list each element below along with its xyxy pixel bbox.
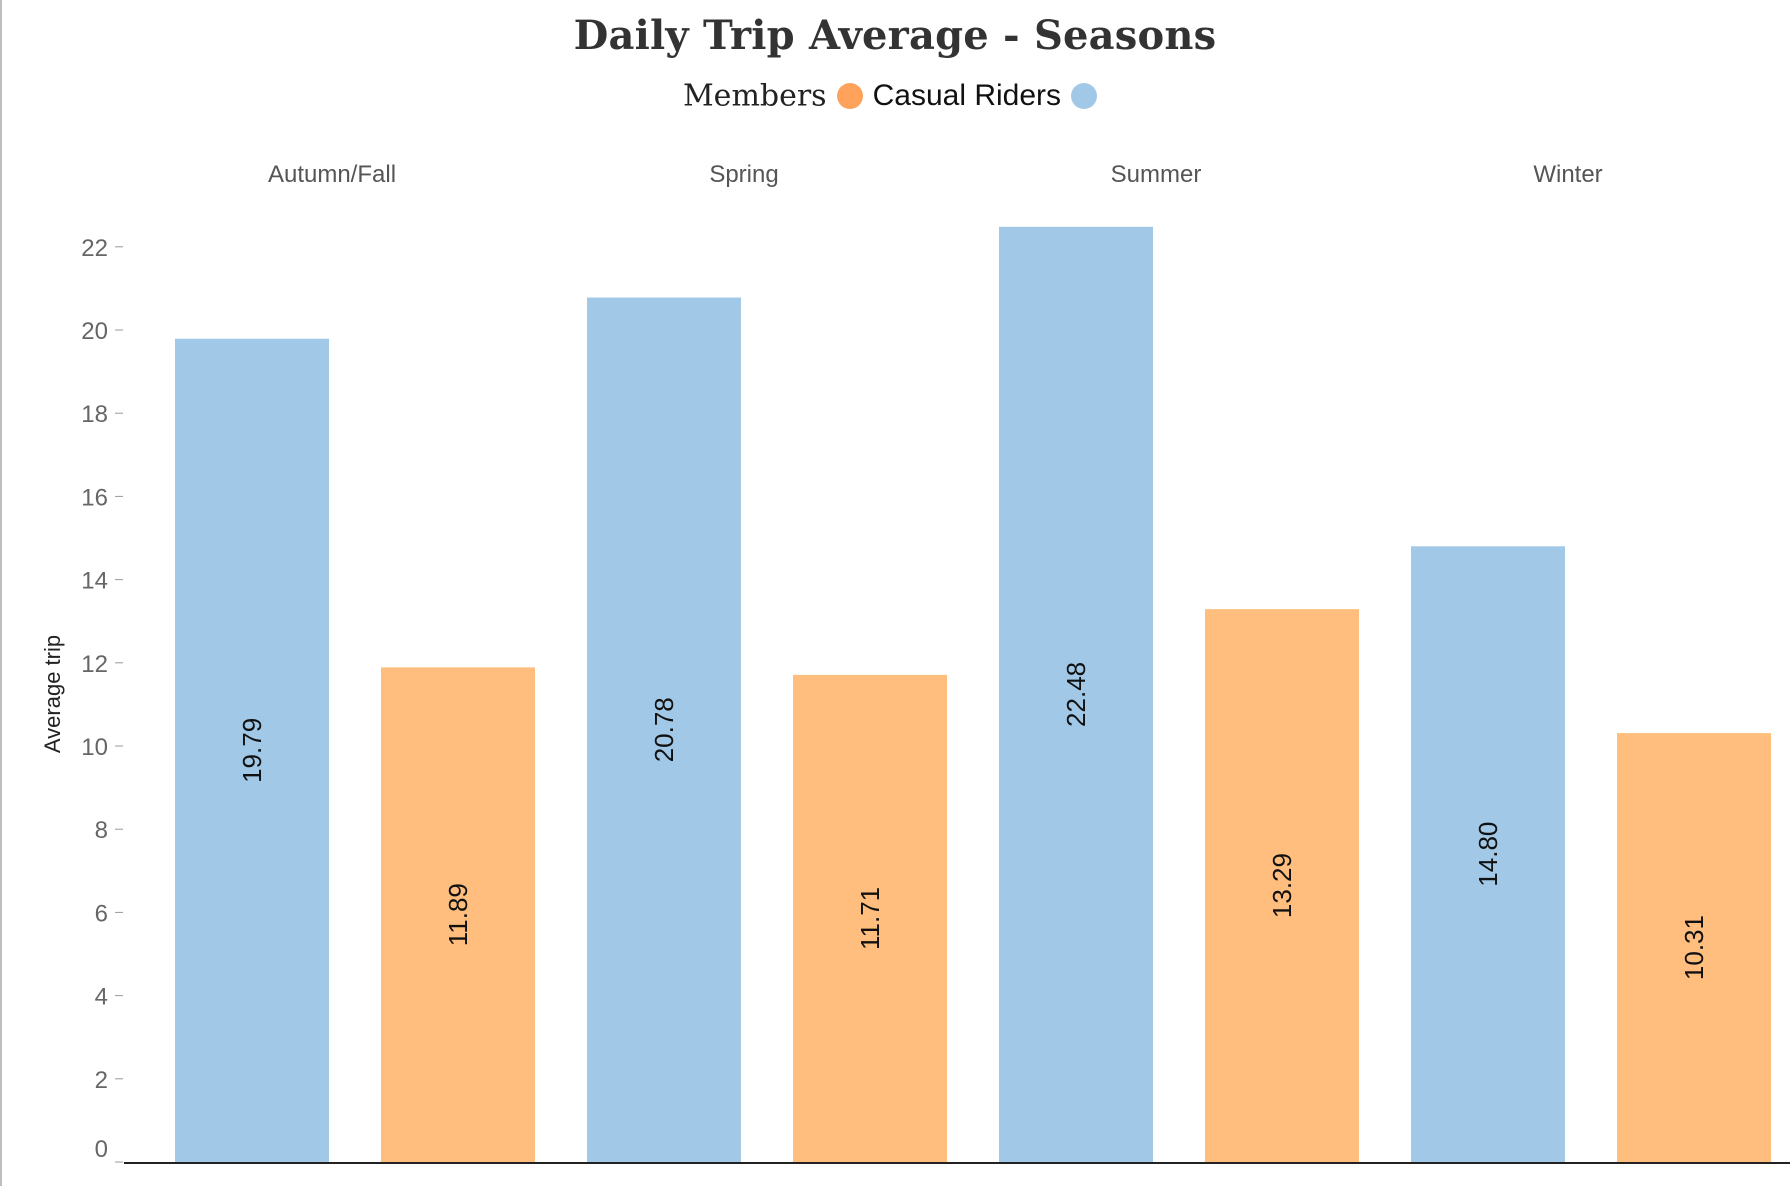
y-tick-label: 16 (81, 484, 108, 511)
season-headers: Autumn/Fall Spring Summer Winter (268, 161, 1603, 188)
legend-item-members: Members (683, 78, 873, 114)
legend: Members Casual Riders (0, 78, 1790, 114)
bars (175, 226, 1771, 1163)
y-tick-label: 0 (95, 1136, 108, 1163)
y-tick-label: 8 (95, 817, 108, 844)
bar-labels: 19.79 11.89 20.78 11.71 22.48 13.29 14.80 10.31 (237, 662, 1709, 980)
y-axis-title: Average trip (40, 635, 65, 753)
legend-swatch-members (836, 83, 863, 110)
bar-value-label: 22.48 (1061, 662, 1091, 727)
legend-item-casual-riders: Casual Riders (873, 78, 1107, 113)
y-tick-label: 12 (81, 651, 108, 678)
bar (1617, 733, 1771, 1162)
y-tick-label: 10 (81, 734, 108, 761)
y-tick-label: 14 (81, 568, 108, 595)
y-tick-label: 6 (95, 900, 108, 927)
chart-title: Daily Trip Average - Seasons (573, 12, 1217, 59)
legend-swatch-casual-riders (1071, 83, 1098, 110)
legend-label-casual-riders: Casual Riders (872, 79, 1062, 113)
bar-value-label: 20.78 (649, 697, 679, 762)
bar-value-label: 14.80 (1473, 822, 1503, 887)
season-header: Spring (709, 161, 778, 188)
bar (793, 674, 947, 1162)
bar-value-label: 10.31 (1679, 915, 1709, 980)
bar (999, 226, 1153, 1162)
y-tick-label: 2 (95, 1067, 108, 1094)
bar (1411, 546, 1565, 1162)
y-axis: 0 2 4 6 8 10 12 14 16 18 20 22 (81, 235, 123, 1163)
y-tick-label: 20 (81, 318, 108, 345)
season-header: Winter (1533, 161, 1602, 188)
y-tick-label: 18 (81, 401, 108, 428)
bar (381, 667, 535, 1162)
bar (1205, 609, 1359, 1162)
bar (175, 338, 329, 1163)
y-tick-label: 4 (95, 984, 108, 1011)
season-header: Autumn/Fall (268, 161, 396, 188)
y-tick-label: 22 (81, 235, 108, 262)
season-header: Summer (1111, 161, 1202, 188)
bar (587, 297, 741, 1162)
bar-value-label: 19.79 (237, 718, 267, 783)
bar-value-label: 11.71 (855, 887, 885, 950)
legend-label-members: Members (682, 78, 827, 114)
bar-value-label: 11.89 (443, 883, 473, 946)
left-border (0, 0, 2, 1186)
bar-value-label: 13.29 (1267, 853, 1297, 918)
